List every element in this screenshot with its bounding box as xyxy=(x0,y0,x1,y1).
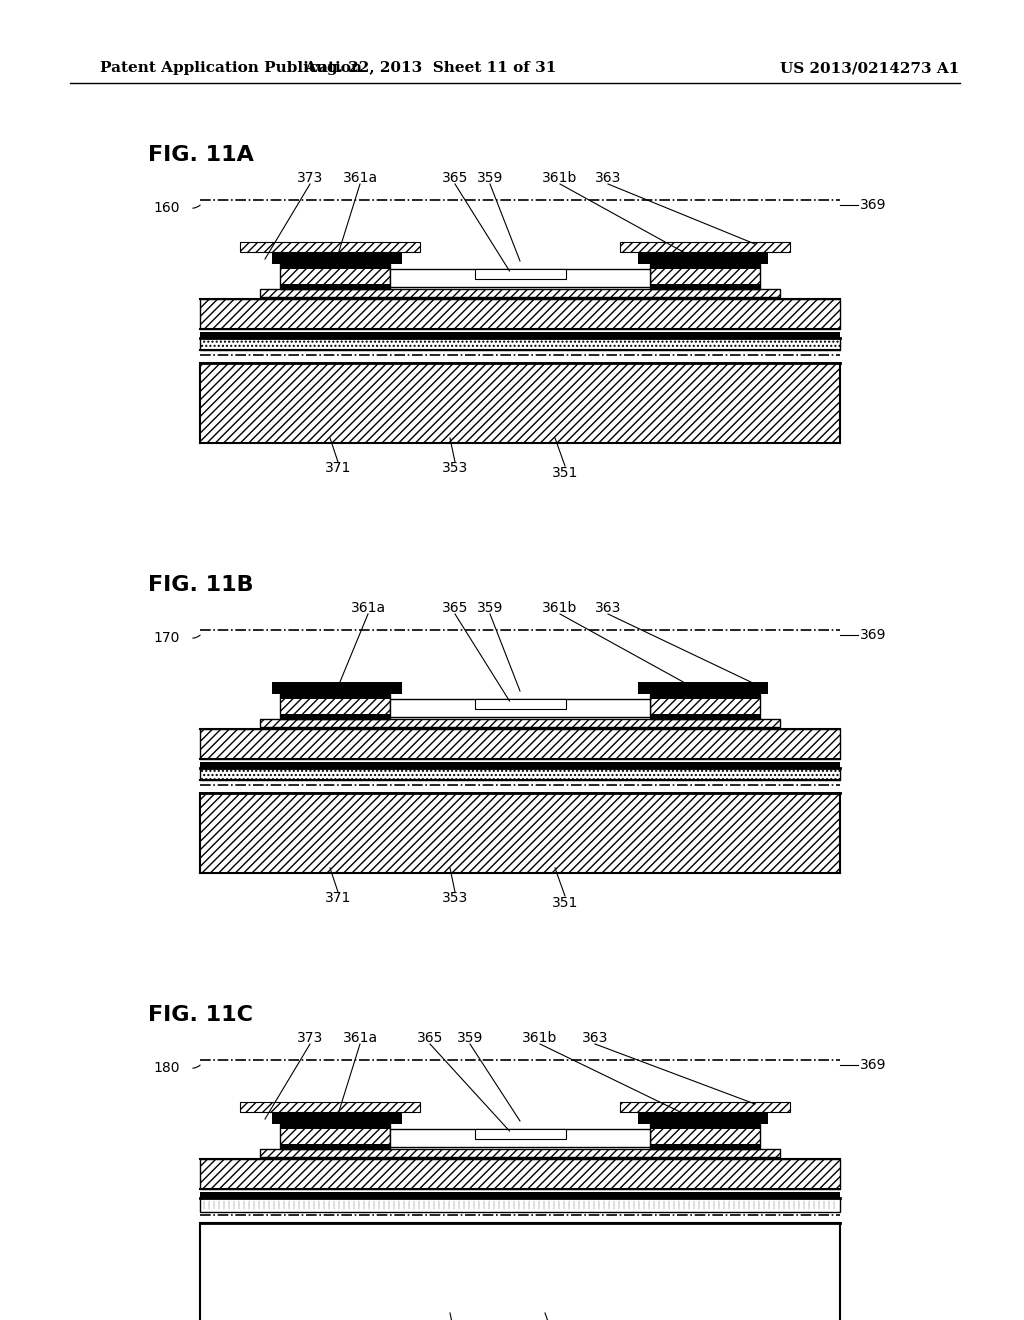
Bar xyxy=(280,1125,390,1148)
Text: 361b: 361b xyxy=(543,172,578,185)
Text: 363: 363 xyxy=(595,601,622,615)
Bar xyxy=(240,242,420,252)
Text: 170: 170 xyxy=(154,631,180,645)
Bar xyxy=(272,682,402,694)
Bar xyxy=(650,1125,760,1129)
Text: 160: 160 xyxy=(154,201,180,215)
Bar xyxy=(272,252,402,264)
Bar xyxy=(280,264,390,289)
Text: 353: 353 xyxy=(442,891,468,906)
Bar xyxy=(200,729,840,759)
Bar xyxy=(650,1144,760,1148)
Bar xyxy=(390,269,650,286)
Text: 365: 365 xyxy=(417,1031,443,1045)
Text: 359: 359 xyxy=(457,1031,483,1045)
Bar xyxy=(200,338,840,350)
Bar xyxy=(200,1192,840,1199)
Bar xyxy=(280,694,390,719)
Bar xyxy=(260,719,780,727)
Bar xyxy=(200,768,840,780)
Text: FIG. 11C: FIG. 11C xyxy=(148,1005,253,1026)
Text: 351: 351 xyxy=(552,896,579,909)
Text: Patent Application Publication: Patent Application Publication xyxy=(100,61,362,75)
Text: 359: 359 xyxy=(477,601,503,615)
Bar xyxy=(200,793,840,873)
Bar xyxy=(390,1129,650,1147)
Bar xyxy=(280,1125,390,1129)
Text: 369: 369 xyxy=(860,628,887,642)
Text: 365: 365 xyxy=(441,601,468,615)
Text: 371: 371 xyxy=(325,461,351,475)
Bar xyxy=(650,714,760,719)
Text: 359: 359 xyxy=(477,172,503,185)
Bar xyxy=(650,284,760,289)
Bar xyxy=(390,700,650,717)
Text: 363: 363 xyxy=(595,172,622,185)
Bar xyxy=(474,269,565,279)
Text: 361a: 361a xyxy=(342,1031,378,1045)
Bar xyxy=(650,694,760,700)
Text: 361a: 361a xyxy=(350,601,386,615)
Bar xyxy=(280,284,390,289)
Text: 369: 369 xyxy=(860,1059,887,1072)
Bar xyxy=(650,264,760,289)
Bar xyxy=(280,264,390,269)
Bar xyxy=(200,1224,840,1320)
Text: 351: 351 xyxy=(552,466,579,480)
Bar xyxy=(200,363,840,444)
Bar xyxy=(272,1111,402,1125)
Bar xyxy=(620,242,790,252)
Bar xyxy=(620,1102,790,1111)
Bar xyxy=(280,1144,390,1148)
Text: 353: 353 xyxy=(442,461,468,475)
Bar xyxy=(200,300,840,329)
Bar xyxy=(200,1159,840,1189)
Bar xyxy=(650,1125,760,1148)
Text: 361a: 361a xyxy=(342,172,378,185)
Bar xyxy=(260,1148,780,1158)
Bar xyxy=(200,1199,840,1212)
Text: 361b: 361b xyxy=(543,601,578,615)
Text: US 2013/0214273 A1: US 2013/0214273 A1 xyxy=(780,61,959,75)
Text: 373: 373 xyxy=(297,172,324,185)
Bar xyxy=(200,762,840,768)
Text: 365: 365 xyxy=(441,172,468,185)
Text: 180: 180 xyxy=(154,1061,180,1074)
Text: Aug. 22, 2013  Sheet 11 of 31: Aug. 22, 2013 Sheet 11 of 31 xyxy=(304,61,556,75)
Bar xyxy=(638,1111,768,1125)
Text: 373: 373 xyxy=(297,1031,324,1045)
Text: 369: 369 xyxy=(860,198,887,213)
Bar xyxy=(650,694,760,719)
Bar xyxy=(240,1102,420,1111)
Bar xyxy=(260,289,780,297)
Bar xyxy=(200,333,840,338)
Bar xyxy=(638,682,768,694)
Text: 361b: 361b xyxy=(522,1031,558,1045)
Bar xyxy=(474,700,565,709)
Text: 371: 371 xyxy=(325,891,351,906)
Bar xyxy=(280,714,390,719)
Text: FIG. 11B: FIG. 11B xyxy=(148,576,254,595)
Bar xyxy=(650,264,760,269)
Bar xyxy=(638,252,768,264)
Text: FIG. 11A: FIG. 11A xyxy=(148,145,254,165)
Bar xyxy=(280,694,390,700)
Text: 363: 363 xyxy=(582,1031,608,1045)
Bar xyxy=(474,1129,565,1139)
